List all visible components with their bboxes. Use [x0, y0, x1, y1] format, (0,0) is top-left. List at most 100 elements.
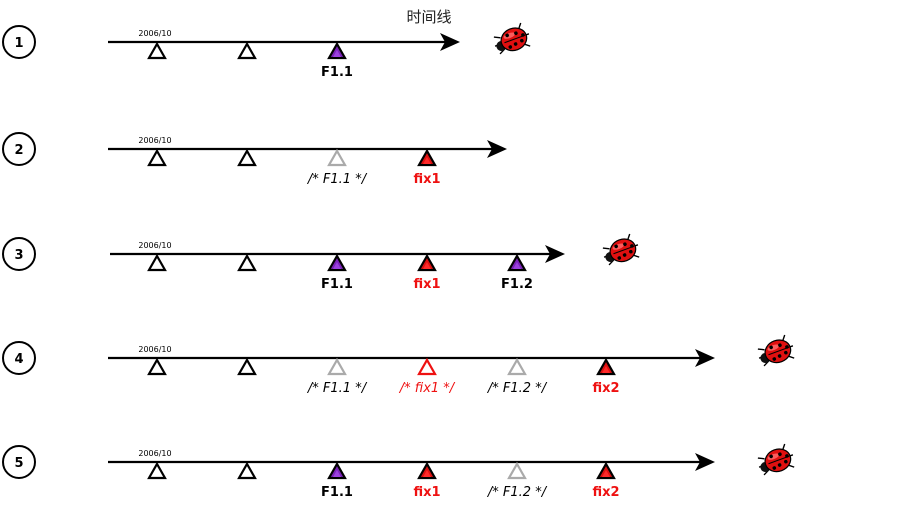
commit-label: /* F1.1 */: [307, 381, 368, 396]
commit-marker-gray: [507, 357, 527, 376]
commit-marker-red-fill: [423, 470, 431, 477]
date-label: 2006/10: [138, 345, 171, 354]
commit-marker-black-open: [237, 253, 257, 272]
timeline-row-1: 1 2006/10 F1.1: [2, 22, 531, 80]
commit-label: fix1: [413, 485, 440, 500]
step-number: 1: [14, 36, 23, 51]
ladybug-icon-spot: [772, 357, 777, 361]
step-circle: [2, 341, 36, 375]
ladybug-icon-shine: [612, 243, 625, 250]
ladybug-icon-spot: [769, 454, 773, 459]
commit-label: F1.1: [321, 485, 353, 500]
ladybug-icon-wing-split: [504, 34, 526, 44]
ladybug-icon-spot: [520, 38, 524, 43]
ladybug-icon: [602, 233, 640, 266]
ladybug-icon-spot: [630, 244, 634, 248]
commit-marker-gray: [327, 357, 347, 376]
ladybug-icon-spot: [769, 345, 773, 350]
ladybug-icon-shine: [503, 32, 516, 39]
date-label: 2006/10: [138, 136, 171, 145]
timeline-row-5: 5 2006/10 F1.1 fix1 /* F1.2 */ fix2: [2, 443, 795, 500]
commit-label: /* F1.1 */: [307, 172, 368, 187]
ladybug-icon-spot: [623, 242, 627, 247]
ladybug-icon-spot: [622, 253, 627, 257]
ladybug-icon: [757, 334, 795, 367]
ladybug-icon-spot: [785, 454, 789, 458]
timeline-arrowhead: [440, 33, 460, 51]
timeline-row-2: 2 2006/10 /* F1.1 */ fix1: [2, 132, 507, 187]
commit-label: fix1: [413, 277, 440, 292]
ladybug-icon-wing-split: [768, 346, 790, 356]
ladybug-icon-spot: [617, 256, 622, 260]
commit-label: F1.2: [501, 277, 533, 292]
ladybug-icon-spot: [777, 463, 782, 467]
timeline-arrowhead: [545, 245, 565, 263]
ladybug-icon-spot: [505, 33, 509, 38]
commit-marker-red-fill: [602, 366, 610, 373]
date-label: 2006/10: [138, 241, 171, 250]
commit-marker-black-open: [147, 41, 167, 60]
ladybug-icon-spot: [521, 33, 525, 37]
ladybug-icon-spot: [513, 42, 518, 46]
ladybug-icon-spot: [778, 452, 782, 457]
timeline-row-4: 4 2006/10 /* F1.1 */ /* fix1 */ /* F1.2 */ fi…: [2, 334, 795, 396]
commit-marker-red-fill: [423, 157, 431, 164]
commit-marker-red-fill: [602, 470, 610, 477]
step-circle: [2, 445, 36, 479]
commit-marker-purple-fill: [333, 470, 341, 477]
timeline-row-3: 3 2006/10 F1.1 fix1 F1.2: [2, 233, 640, 292]
ladybug-icon-shine: [767, 453, 780, 460]
ladybug-icon-shine: [767, 344, 780, 351]
commit-label: fix2: [592, 381, 619, 396]
step-number: 4: [14, 352, 23, 367]
commit-marker-black-open: [237, 148, 257, 167]
commit-marker-purple-fill: [513, 262, 521, 269]
ladybug-icon-spot: [514, 31, 518, 36]
step-circle: [2, 25, 36, 59]
step-number: 3: [14, 248, 23, 263]
ladybug-icon-spot: [784, 459, 788, 464]
timeline-arrowhead: [695, 349, 715, 367]
timeline-arrowhead: [487, 140, 507, 158]
date-label: 2006/10: [138, 29, 171, 38]
step-circle: [2, 132, 36, 166]
commit-label: F1.1: [321, 277, 353, 292]
ladybug-icon-wing-split: [613, 245, 635, 255]
commit-marker-black-open: [147, 253, 167, 272]
commit-label: /* F1.2 */: [487, 381, 548, 396]
commit-marker-red-fill: [423, 262, 431, 269]
ladybug-icon-spot: [785, 345, 789, 349]
commit-marker-black-open: [237, 461, 257, 480]
commit-marker-black-open: [147, 357, 167, 376]
ladybug-icon-spot: [772, 466, 777, 470]
commit-marker-red-open: [417, 357, 437, 376]
commit-marker-black-open: [147, 461, 167, 480]
step-number: 2: [14, 143, 23, 158]
ladybug-icon-spot: [614, 244, 618, 249]
commit-marker-gray: [507, 461, 527, 480]
step-number: 5: [14, 456, 23, 471]
commit-marker-gray: [327, 148, 347, 167]
ladybug-icon-spot: [784, 350, 788, 355]
commit-label: F1.1: [321, 65, 353, 80]
commit-label: /* fix1 */: [399, 381, 456, 396]
step-circle: [2, 237, 36, 271]
commit-marker-black-open: [237, 357, 257, 376]
commit-label: fix2: [592, 485, 619, 500]
timeline-arrowhead: [695, 453, 715, 471]
commit-marker-black-open: [147, 148, 167, 167]
commit-label: /* F1.2 */: [487, 485, 548, 500]
ladybug-icon-spot: [778, 343, 782, 348]
ladybug-icon: [493, 22, 531, 55]
commit-marker-black-open: [237, 41, 257, 60]
date-label: 2006/10: [138, 449, 171, 458]
ladybug-icon: [757, 443, 795, 476]
ladybug-icon-spot: [777, 354, 782, 358]
commit-label: fix1: [413, 172, 440, 187]
commit-marker-purple-fill: [333, 50, 341, 57]
ladybug-icon-wing-split: [768, 455, 790, 465]
ladybug-icon-spot: [629, 249, 633, 254]
ladybug-icon-spot: [508, 45, 513, 49]
